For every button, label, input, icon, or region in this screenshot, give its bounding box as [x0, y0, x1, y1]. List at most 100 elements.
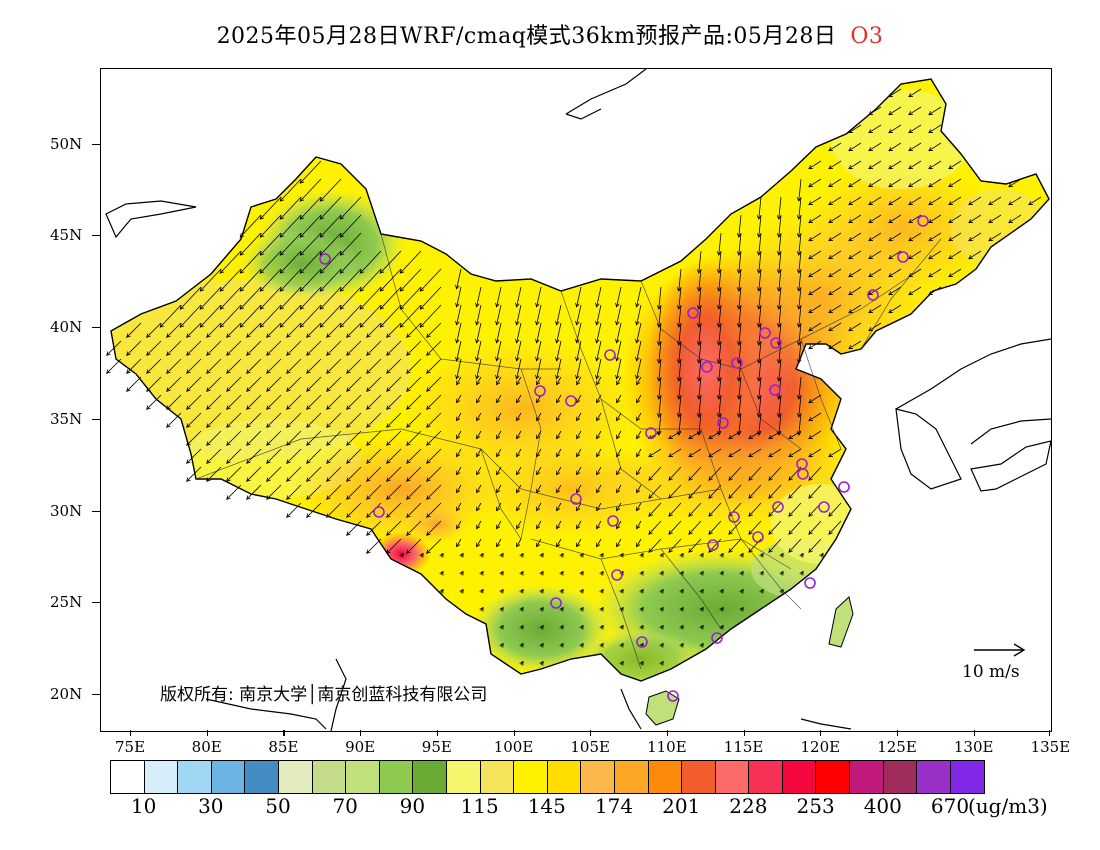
- wind-arrow-icon: [718, 412, 722, 436]
- wind-arrow-icon: [246, 412, 262, 428]
- wind-arrowhead-icon: [656, 305, 662, 310]
- wind-arrowhead-icon: [615, 338, 620, 344]
- wind-arrow-icon: [366, 322, 382, 338]
- wind-arrowhead-icon: [648, 530, 653, 535]
- lat-label-30N: 30N: [50, 502, 83, 520]
- wind-arrow-icon: [948, 232, 962, 242]
- wind-arrowhead-icon: [636, 542, 641, 548]
- wind-arrow-icon: [346, 322, 362, 338]
- wind-arrow-icon: [359, 286, 382, 310]
- wind-arrow-icon: [266, 376, 282, 392]
- wind-arrow-icon: [406, 340, 422, 356]
- wind-arrow-icon: [556, 538, 562, 547]
- wind-arrowhead-icon: [748, 530, 753, 535]
- wind-arrow-icon: [406, 322, 422, 338]
- wind-arrowhead-icon: [419, 305, 425, 310]
- lon-label-90E: 90E: [345, 738, 376, 756]
- wind-arrow-icon: [556, 466, 562, 475]
- wind-arrowhead-icon: [455, 374, 460, 380]
- wind-arrowhead-icon: [266, 423, 271, 428]
- wind-arrowhead-icon: [1028, 201, 1033, 206]
- wind-arrowhead-icon: [246, 405, 251, 410]
- wind-arrowhead-icon: [146, 405, 151, 410]
- wind-arrowhead-icon: [848, 273, 853, 278]
- wind-arrow-icon: [126, 340, 142, 356]
- wind-arrowhead-icon: [379, 323, 385, 328]
- wind-arrow-icon: [476, 520, 482, 529]
- wind-arrow-icon: [828, 250, 842, 260]
- lon-label-125E: 125E: [877, 738, 917, 756]
- wind-arrowhead-icon: [808, 183, 813, 188]
- wind-arrow-icon: [206, 448, 222, 464]
- wind-arrowhead-icon: [286, 441, 291, 446]
- wind-arrow-icon: [778, 214, 782, 238]
- wind-arrow-icon: [808, 268, 822, 278]
- wind-arrow-icon: [698, 394, 702, 418]
- wind-arrowhead-icon: [406, 477, 411, 482]
- wind-arrowhead-icon: [596, 398, 601, 404]
- wind-arrow-icon: [456, 502, 462, 511]
- wind-arrow-icon: [206, 340, 222, 356]
- wind-arrowhead-icon: [279, 197, 285, 202]
- wind-arrowhead-icon: [239, 305, 245, 310]
- wind-arrow-icon: [718, 232, 722, 256]
- wind-arrow-icon: [658, 322, 662, 346]
- wind-arrow-icon: [266, 466, 282, 482]
- wind-arrowhead-icon: [346, 369, 351, 374]
- wind-arrowhead-icon: [619, 606, 624, 612]
- wind-arrow-icon: [226, 430, 242, 446]
- wind-arrow-icon: [648, 520, 662, 535]
- wind-arrowhead-icon: [756, 359, 762, 364]
- wind-arrowhead-icon: [299, 179, 305, 184]
- wind-arrow-icon: [708, 430, 722, 440]
- wind-arrowhead-icon: [908, 129, 913, 134]
- wind-arrowhead-icon: [776, 233, 782, 238]
- wind-arrow-icon: [798, 394, 802, 418]
- wind-arrowhead-icon: [426, 495, 431, 500]
- wind-arrow-icon: [406, 520, 422, 536]
- wind-arrowhead-icon: [619, 660, 624, 666]
- wind-arrow-icon: [908, 178, 922, 188]
- wind-arrowhead-icon: [239, 233, 245, 238]
- wind-arrowhead-icon: [536, 488, 541, 494]
- wind-arrow-icon: [668, 466, 682, 481]
- wind-arrow-icon: [146, 376, 162, 392]
- wind-arrowhead-icon: [516, 524, 521, 530]
- wind-arrowhead-icon: [635, 356, 640, 362]
- wind-arrowhead-icon: [948, 237, 953, 242]
- wind-arrowhead-icon: [908, 201, 913, 206]
- wind-arrowhead-icon: [828, 201, 833, 206]
- wind-arrow-icon: [456, 268, 462, 289]
- wind-arrow-icon: [426, 466, 442, 482]
- wind-arrow-icon: [239, 232, 262, 256]
- wind-arrow-icon: [808, 394, 822, 404]
- wind-arrowhead-icon: [756, 233, 762, 238]
- wind-arrow-icon: [668, 520, 682, 535]
- colorbar-swatch: [850, 761, 884, 793]
- wind-arrowhead-icon: [479, 606, 484, 612]
- wind-arrow-icon: [259, 304, 282, 328]
- wind-arrow-icon: [286, 484, 302, 500]
- wind-arrow-icon: [299, 268, 322, 292]
- wind-arrowhead-icon: [679, 606, 684, 612]
- colorbar-swatch: [413, 761, 447, 793]
- wind-arrow-icon: [928, 142, 942, 152]
- wind-arrow-icon: [868, 124, 882, 134]
- wind-arrow-icon: [968, 250, 982, 260]
- wind-arrowhead-icon: [259, 251, 265, 256]
- wind-arrowhead-icon: [848, 327, 853, 332]
- wind-arrow-icon: [808, 322, 822, 332]
- wind-arrowhead-icon: [756, 341, 762, 346]
- wind-arrowhead-icon: [519, 660, 524, 666]
- wind-arrowhead-icon: [988, 201, 993, 206]
- wind-arrow-icon: [359, 268, 382, 292]
- wind-arrowhead-icon: [556, 416, 561, 422]
- wind-arrowhead-icon: [279, 305, 285, 310]
- wind-arrowhead-icon: [226, 369, 231, 374]
- wind-arrow-icon: [658, 358, 662, 382]
- wind-arrow-icon: [698, 286, 702, 310]
- wind-arrow-icon: [928, 160, 942, 170]
- wind-arrow-icon: [476, 430, 482, 439]
- wind-arrowhead-icon: [259, 323, 265, 328]
- wind-arrow-icon: [496, 448, 502, 457]
